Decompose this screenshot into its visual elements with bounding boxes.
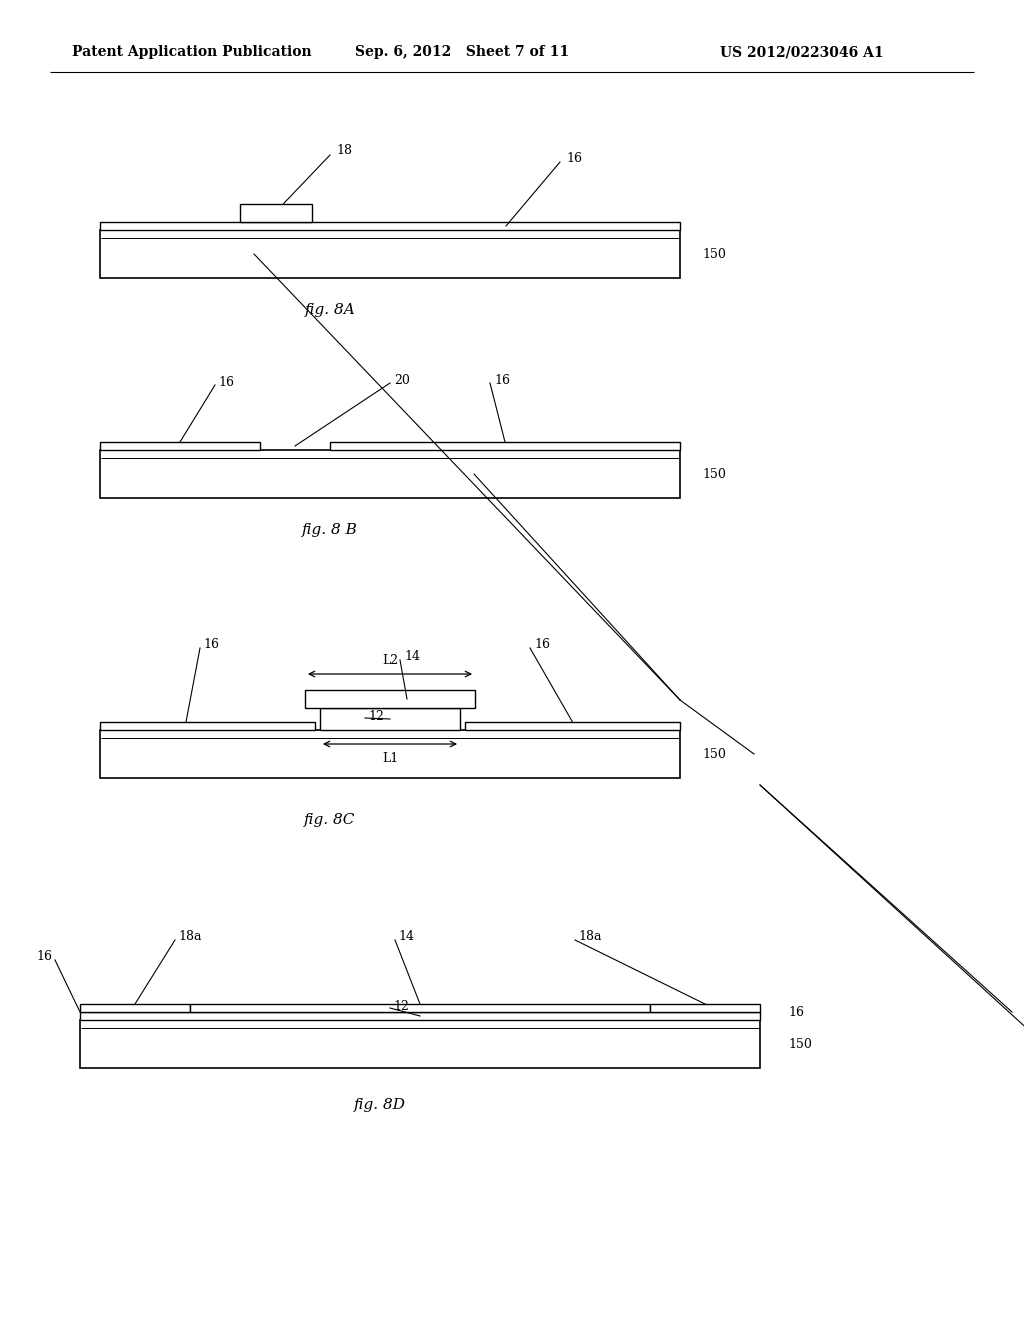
Text: 16: 16	[203, 638, 219, 651]
Text: Sep. 6, 2012   Sheet 7 of 11: Sep. 6, 2012 Sheet 7 of 11	[355, 45, 569, 59]
Text: 16: 16	[218, 375, 234, 388]
Text: 14: 14	[398, 931, 414, 944]
Bar	[80, 1005, 190, 1012]
Text: 150: 150	[702, 747, 726, 760]
Text: 20: 20	[394, 374, 410, 387]
Text: 150: 150	[788, 1038, 812, 1051]
Text: US 2012/0223046 A1: US 2012/0223046 A1	[720, 45, 884, 59]
Bar	[240, 205, 312, 222]
Text: 16: 16	[788, 1006, 804, 1019]
Bar	[190, 1005, 650, 1012]
Text: 16: 16	[534, 638, 550, 651]
Text: fig. 8C: fig. 8C	[304, 813, 355, 828]
Text: fig. 8A: fig. 8A	[304, 304, 355, 317]
Text: L1: L1	[382, 751, 398, 764]
Bar	[100, 222, 680, 230]
Text: 150: 150	[702, 248, 726, 260]
Bar	[305, 690, 475, 708]
Bar	[80, 1020, 760, 1068]
Bar	[100, 722, 315, 730]
Bar	[100, 442, 260, 450]
Text: 18: 18	[336, 144, 352, 157]
Text: 16: 16	[494, 374, 510, 387]
Text: 18a: 18a	[178, 931, 202, 944]
Text: 12: 12	[393, 1001, 409, 1014]
Text: 16: 16	[566, 152, 582, 165]
Text: L2: L2	[382, 653, 398, 667]
Text: 18a: 18a	[578, 931, 601, 944]
Text: fig. 8 B: fig. 8 B	[302, 523, 358, 537]
Text: 14: 14	[404, 649, 420, 663]
Text: fig. 8D: fig. 8D	[354, 1098, 406, 1111]
Bar	[650, 1005, 760, 1012]
Text: 16: 16	[36, 949, 52, 962]
Bar	[100, 450, 680, 498]
Bar	[100, 230, 680, 279]
Bar	[330, 442, 680, 450]
Text: Patent Application Publication: Patent Application Publication	[72, 45, 311, 59]
Text: 12: 12	[368, 710, 384, 722]
Bar	[319, 708, 460, 730]
Bar	[80, 1012, 760, 1020]
Text: 150: 150	[702, 467, 726, 480]
Bar	[465, 722, 680, 730]
Bar	[100, 730, 680, 777]
